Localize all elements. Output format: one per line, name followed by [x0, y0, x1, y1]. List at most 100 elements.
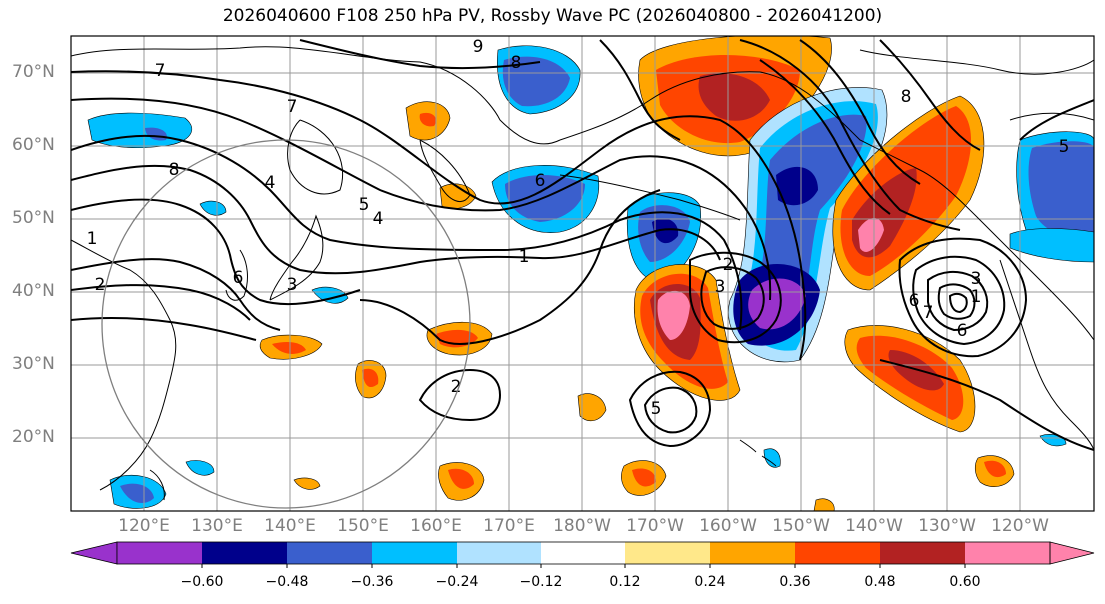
lon-label: 160°W: [699, 516, 757, 536]
contour-label: 4: [265, 173, 276, 193]
anomaly-orange-small10: [293, 477, 321, 490]
contour-label: 1: [519, 247, 530, 267]
pv-contour: [71, 97, 772, 301]
contour-label: 3: [971, 269, 982, 289]
pv-contour: [418, 368, 502, 422]
pv-contour: [599, 39, 681, 141]
contour-label: 6: [957, 321, 968, 341]
coast-china: [71, 239, 177, 491]
lon-label: 120°W: [991, 516, 1049, 536]
contour-label: 6: [909, 291, 920, 311]
anomaly-blue-bering: [502, 56, 570, 107]
contour-label: 5: [1059, 137, 1070, 157]
anomaly-pink-cp: [657, 290, 690, 340]
colorbar-tick-label: 0.12: [609, 574, 641, 590]
pv-contour: [799, 39, 921, 185]
colorbar-extend-low: [70, 541, 118, 565]
gridlines: [71, 36, 1094, 511]
pv-contour: [937, 283, 976, 320]
pv-contour: [700, 266, 765, 330]
coast-aleutians: [559, 174, 741, 221]
coast-philippines: [149, 469, 165, 501]
coast-korea: [225, 249, 248, 301]
lon-label: 140°E: [264, 516, 316, 536]
pv-contour: [71, 284, 251, 321]
anomaly-cyan-small5: [763, 448, 781, 468]
coast-okhotsk: [287, 119, 344, 195]
contour-label: 7: [923, 303, 934, 323]
contour-label: 2: [723, 255, 734, 275]
anomaly-darkred-alaska: [698, 73, 770, 121]
colorbar-ticks: [201, 564, 966, 568]
lat-label: 70°N: [12, 62, 55, 82]
anomaly-cyan-small6: [199, 200, 227, 216]
contour-label: 8: [169, 160, 180, 180]
anomaly-red-small4: [448, 468, 474, 489]
colorbar-tick-label: −0.36: [350, 574, 394, 590]
pv-contour: [759, 59, 891, 215]
anomaly-cyan-west-pacific: [87, 112, 192, 149]
colorbar: [70, 541, 1095, 568]
lon-label: 160°E: [410, 516, 462, 536]
lat-label: 50°N: [12, 208, 55, 228]
pv-contour: [1019, 99, 1094, 141]
colorbar-tick-label: −0.12: [519, 574, 563, 590]
contour-label: 7: [155, 61, 166, 81]
contour-label: 6: [233, 268, 244, 288]
colorbar-bin: [457, 542, 541, 564]
contour-label: 2: [95, 275, 106, 295]
pv-contour: [71, 134, 743, 331]
lon-label: 140°W: [845, 516, 903, 536]
colorbar-tick-label: 0.48: [864, 574, 896, 590]
colorbar-tick-label: −0.60: [180, 574, 224, 590]
lon-label: 150°E: [337, 516, 389, 536]
colorbar-bin: [965, 542, 1050, 564]
coast-us-west: [999, 259, 1094, 451]
anomaly-blue-small1: [120, 483, 154, 503]
colorbar-frame: [116, 541, 1051, 565]
pv-contour: [898, 237, 1028, 358]
pv-contour: [71, 258, 281, 331]
anomaly-orange-small9: [813, 498, 835, 511]
lat-label: 20°N: [12, 427, 55, 447]
anomaly-cyan-east2: [1009, 228, 1094, 263]
colorbar-bin: [625, 542, 710, 564]
reference-circle: [101, 139, 471, 509]
lon-label: 130°E: [191, 516, 243, 536]
colorbar-bin: [880, 542, 965, 564]
anomaly-navy-cp1: [652, 218, 679, 244]
contour-label: 8: [901, 87, 912, 107]
lat-label: 30°N: [12, 354, 55, 374]
pv-contour: [912, 255, 1006, 346]
contour-label: 2: [451, 377, 462, 397]
coast-canada-arctic: [859, 49, 1094, 75]
contour-label: 1: [971, 287, 982, 307]
anomaly-orange-small7: [577, 393, 607, 422]
lat-label: 40°N: [12, 281, 55, 301]
anomaly-red-small3: [272, 342, 306, 354]
anomaly-red-small2: [362, 368, 379, 388]
map-panel: 7 9 8 7 8 6 5 4 1 1 2 6 3 3 2 2 1 5 8 6 …: [71, 36, 1094, 511]
anomaly-cyan-small2: [185, 460, 215, 476]
anomaly-blue-east: [1028, 141, 1094, 236]
colorbar-bin: [710, 542, 795, 564]
colorbar-bin: [541, 542, 625, 564]
pv-contour: [628, 370, 712, 448]
pv-contour: [359, 189, 661, 345]
colorbar-bin: [117, 542, 202, 564]
contour-label: 1: [87, 229, 98, 249]
anomaly-red-kamchatka-core: [419, 112, 437, 127]
coast-hudson-region: [1009, 112, 1094, 121]
contour-label: 9: [473, 37, 484, 57]
rossby-wave-pc-shading: [87, 36, 1094, 511]
anomaly-red-small6: [984, 460, 1006, 478]
colorbar-tick-label: 0.24: [694, 574, 726, 590]
anomaly-red-small5: [632, 468, 656, 487]
pv-contour: [948, 292, 968, 314]
pv-contour: [299, 39, 541, 70]
lon-label: 170°E: [483, 516, 535, 536]
anomaly-blue-aleutian: [505, 175, 585, 222]
pv-contour: [71, 316, 257, 341]
coast-hawaii: [739, 439, 777, 467]
